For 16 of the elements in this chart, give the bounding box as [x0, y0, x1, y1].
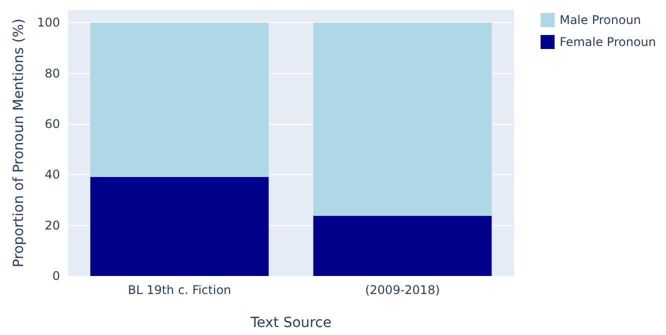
x-tick-label: BL 19th c. Fiction: [128, 283, 232, 297]
bar: [313, 22, 492, 216]
bar: [313, 216, 492, 276]
x-tick-label: (2009-2018): [365, 283, 440, 297]
y-axis-title: Proportion of Pronoun Mentions (%): [11, 18, 28, 268]
x-axis-title: Text Source: [250, 315, 332, 331]
y-tick-label: 100: [37, 16, 60, 30]
y-tick-label: 80: [44, 66, 60, 80]
bar: [90, 22, 269, 177]
legend-label: Male Pronoun: [560, 13, 642, 27]
legend-label: Female Pronoun: [560, 35, 656, 49]
y-tick-label: 20: [44, 218, 60, 232]
y-tick-label: 60: [44, 117, 60, 131]
y-tick-label: 0: [52, 269, 60, 283]
bar: [90, 176, 269, 276]
y-tick-label: 40: [44, 168, 60, 182]
